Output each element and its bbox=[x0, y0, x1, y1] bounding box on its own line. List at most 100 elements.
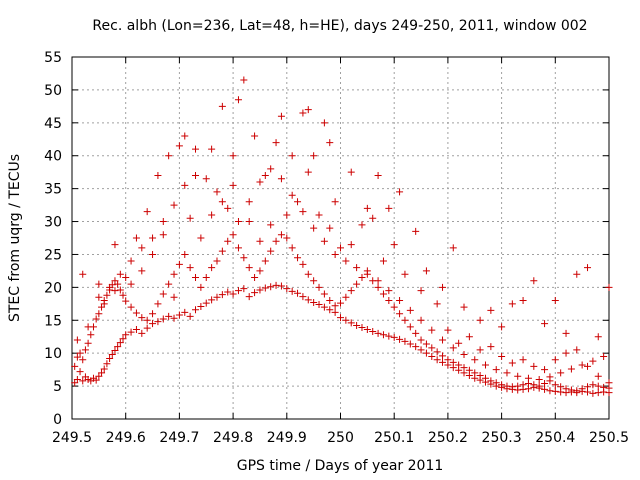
data-point bbox=[412, 343, 420, 351]
data-point bbox=[573, 387, 581, 395]
data-point bbox=[546, 373, 554, 381]
data-point bbox=[557, 369, 565, 377]
data-point bbox=[197, 302, 205, 310]
data-point bbox=[84, 323, 92, 331]
data-point bbox=[465, 366, 473, 374]
data-point bbox=[524, 374, 532, 382]
data-point bbox=[417, 287, 425, 295]
data-point bbox=[79, 270, 87, 278]
data-point bbox=[119, 291, 127, 299]
data-point bbox=[315, 211, 323, 219]
data-point bbox=[605, 283, 613, 291]
data-point bbox=[412, 329, 420, 337]
data-point bbox=[299, 208, 307, 216]
x-tick-label: 249.8 bbox=[213, 430, 253, 446]
data-point bbox=[208, 211, 216, 219]
data-point bbox=[331, 198, 339, 206]
y-tick-label: 55 bbox=[44, 50, 62, 66]
data-points bbox=[71, 76, 613, 397]
data-point bbox=[428, 352, 436, 360]
data-point bbox=[288, 152, 296, 160]
data-point bbox=[519, 381, 527, 389]
data-point bbox=[175, 311, 183, 319]
data-point bbox=[149, 310, 157, 318]
data-point bbox=[449, 358, 457, 366]
data-point bbox=[562, 329, 570, 337]
data-point bbox=[154, 300, 162, 308]
data-point bbox=[396, 188, 404, 196]
data-point bbox=[208, 145, 216, 153]
data-point bbox=[261, 171, 269, 179]
data-point bbox=[277, 112, 285, 120]
data-point bbox=[481, 361, 489, 369]
data-point bbox=[229, 152, 237, 160]
data-point bbox=[71, 362, 79, 370]
x-tick-label: 249.7 bbox=[159, 430, 199, 446]
data-point bbox=[304, 296, 312, 304]
data-point bbox=[127, 303, 135, 311]
data-point bbox=[100, 365, 108, 373]
data-point bbox=[283, 211, 291, 219]
data-point bbox=[353, 322, 361, 330]
data-point bbox=[433, 300, 441, 308]
data-point bbox=[433, 348, 441, 356]
data-point bbox=[181, 181, 189, 189]
data-point bbox=[213, 257, 221, 265]
data-point bbox=[514, 382, 522, 390]
data-point bbox=[256, 178, 264, 186]
data-point bbox=[251, 132, 259, 140]
grid-lines bbox=[72, 57, 609, 419]
data-point bbox=[299, 260, 307, 268]
data-point bbox=[396, 297, 404, 305]
data-point bbox=[218, 198, 226, 206]
data-point bbox=[116, 270, 124, 278]
data-point bbox=[261, 257, 269, 265]
data-point bbox=[465, 333, 473, 341]
data-point bbox=[218, 247, 226, 255]
data-point bbox=[98, 369, 106, 377]
data-point bbox=[374, 283, 382, 291]
data-point bbox=[294, 254, 302, 262]
data-point bbox=[551, 387, 559, 395]
data-point bbox=[584, 383, 592, 391]
data-point bbox=[245, 264, 253, 272]
data-point bbox=[385, 204, 393, 212]
data-point bbox=[562, 385, 570, 393]
data-point bbox=[288, 244, 296, 252]
data-point bbox=[449, 344, 457, 352]
data-point bbox=[170, 314, 178, 322]
data-point bbox=[208, 264, 216, 272]
x-tick-label: 249.5 bbox=[52, 430, 92, 446]
data-point bbox=[476, 372, 484, 380]
data-point bbox=[283, 285, 291, 293]
data-point bbox=[455, 361, 463, 369]
y-tick-label: 10 bbox=[44, 346, 62, 362]
data-point bbox=[261, 284, 269, 292]
x-tick-label: 250.2 bbox=[428, 430, 468, 446]
data-point bbox=[535, 382, 543, 390]
data-point bbox=[557, 383, 565, 391]
data-point bbox=[455, 339, 463, 347]
data-point bbox=[229, 290, 237, 298]
data-point bbox=[149, 234, 157, 242]
data-point bbox=[401, 316, 409, 324]
data-point bbox=[111, 287, 119, 295]
data-point bbox=[551, 297, 559, 305]
data-point bbox=[73, 336, 81, 344]
data-point bbox=[256, 237, 264, 245]
data-point bbox=[594, 382, 602, 390]
data-point bbox=[119, 335, 127, 343]
y-tick-label: 20 bbox=[44, 280, 62, 296]
data-point bbox=[471, 356, 479, 364]
data-point bbox=[433, 356, 441, 364]
data-point bbox=[186, 264, 194, 272]
data-point bbox=[87, 331, 95, 339]
data-point bbox=[202, 175, 210, 183]
data-point bbox=[272, 237, 280, 245]
data-point bbox=[353, 280, 361, 288]
data-point bbox=[460, 364, 468, 372]
data-point bbox=[234, 218, 242, 226]
data-point bbox=[165, 280, 173, 288]
y-tick-label: 50 bbox=[44, 83, 62, 99]
data-point bbox=[551, 381, 559, 389]
